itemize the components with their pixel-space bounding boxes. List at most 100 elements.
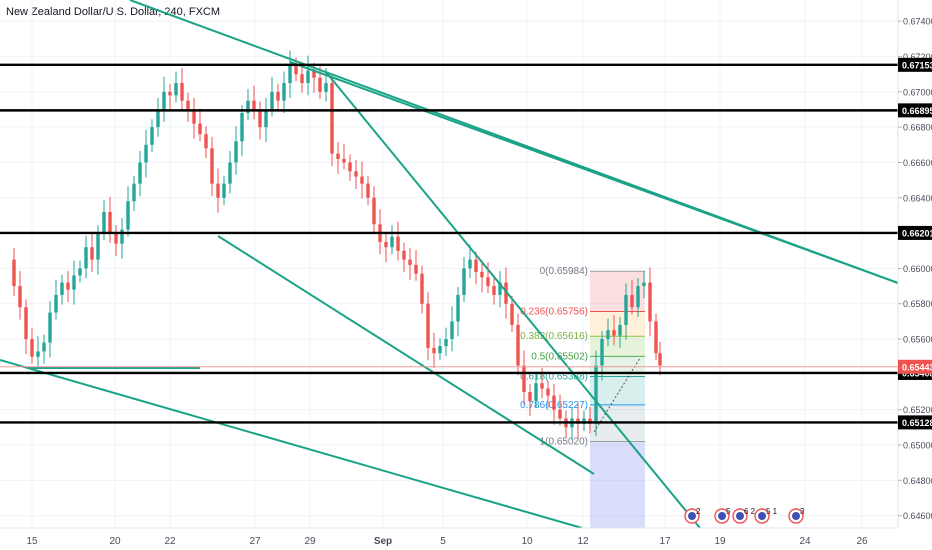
candle-body — [264, 109, 268, 128]
candle-body — [456, 294, 460, 322]
time-tick-label: 10 — [521, 536, 533, 547]
event-badge-label: 3 — [800, 507, 805, 516]
current-price-label: 0.65443 — [902, 362, 932, 372]
candle-body — [144, 144, 148, 163]
candle-body — [658, 353, 662, 366]
candle-body — [438, 346, 442, 354]
level-price-tag — [898, 225, 932, 240]
candle-body — [126, 201, 130, 230]
candle-body — [336, 153, 340, 159]
candle-body — [132, 183, 136, 202]
candle-body — [300, 74, 304, 83]
candle-body — [552, 395, 556, 410]
time-tick-label: 17 — [659, 536, 671, 547]
candle-body — [252, 100, 256, 110]
candle-body — [258, 109, 262, 128]
candle-body — [216, 183, 220, 198]
candle-body — [588, 418, 592, 424]
candle-body — [72, 275, 76, 290]
event-flag-icon — [688, 512, 696, 520]
candle-body — [48, 312, 52, 343]
candle-body — [84, 247, 88, 269]
candle-body — [486, 277, 490, 287]
trendline — [325, 71, 701, 529]
event-badge-label: 6 2 — [744, 507, 756, 516]
candle-body — [582, 418, 586, 424]
candle-body — [468, 259, 472, 269]
candle-body — [648, 282, 652, 322]
candle-body — [150, 127, 154, 145]
candle-body — [234, 141, 238, 163]
candle-body — [60, 282, 64, 295]
candle-body — [516, 324, 520, 366]
candle-body — [342, 158, 346, 163]
price-axis — [898, 0, 932, 550]
candle-body — [306, 70, 310, 83]
candle-body — [396, 236, 400, 251]
candle-body — [90, 247, 94, 260]
candle-body — [360, 176, 364, 184]
candle-body — [384, 241, 388, 248]
level-price-tag — [898, 103, 932, 118]
candle-body — [510, 303, 514, 325]
candle-body — [330, 82, 334, 154]
candle-body — [636, 286, 640, 308]
candle-body — [444, 339, 448, 347]
time-tick-label: 15 — [26, 536, 38, 547]
candle-body — [204, 134, 208, 149]
candle-body — [222, 183, 226, 198]
candle-body — [618, 324, 622, 336]
level-price-tag — [898, 57, 932, 72]
fib-zone — [590, 271, 645, 312]
candle-body — [270, 91, 274, 110]
fib-level-label: 0.236(0.65756) — [520, 307, 588, 318]
candle-body — [414, 264, 418, 274]
event-badge-label: 2 — [696, 507, 701, 516]
candle-body — [156, 109, 160, 128]
time-tick-label: 20 — [109, 536, 121, 547]
time-tick-label: 29 — [304, 536, 316, 547]
time-tick-label: 19 — [714, 536, 726, 547]
fib-level-label: 0(0.65984) — [540, 266, 588, 277]
time-tick-label: 22 — [164, 536, 176, 547]
candle-body — [366, 183, 370, 198]
candle-body — [174, 82, 178, 96]
candle-body — [288, 65, 292, 83]
candle-body — [324, 82, 328, 92]
time-tick-label: 12 — [577, 536, 589, 547]
trendline — [217, 235, 595, 475]
candle-body — [78, 268, 82, 276]
fib-level-label: 1(0.65020) — [540, 436, 588, 447]
event-badge-label: 5 1 — [766, 507, 778, 516]
candle-body — [102, 211, 106, 234]
candle-body — [372, 197, 376, 225]
candle-body — [180, 82, 184, 101]
current-price-tag — [898, 359, 932, 374]
candle-body — [24, 307, 28, 340]
candle-body — [606, 330, 610, 340]
candle-body — [354, 171, 358, 177]
candle-body — [186, 100, 190, 110]
candle-body — [612, 330, 616, 336]
time-tick-label: 27 — [249, 536, 261, 547]
time-tick-label: 5 — [440, 536, 446, 547]
candle-body — [534, 383, 538, 401]
trendline — [0, 359, 583, 529]
level-price-label: 0.66201 — [902, 228, 932, 238]
fib-level-label: 0.382(0.65616) — [520, 331, 588, 342]
event-badge-label: 5 — [726, 507, 731, 516]
candle-body — [42, 342, 46, 352]
candle-body — [402, 250, 406, 260]
candle-body — [654, 321, 658, 354]
candle-body — [162, 91, 166, 110]
candle-body — [408, 259, 412, 265]
